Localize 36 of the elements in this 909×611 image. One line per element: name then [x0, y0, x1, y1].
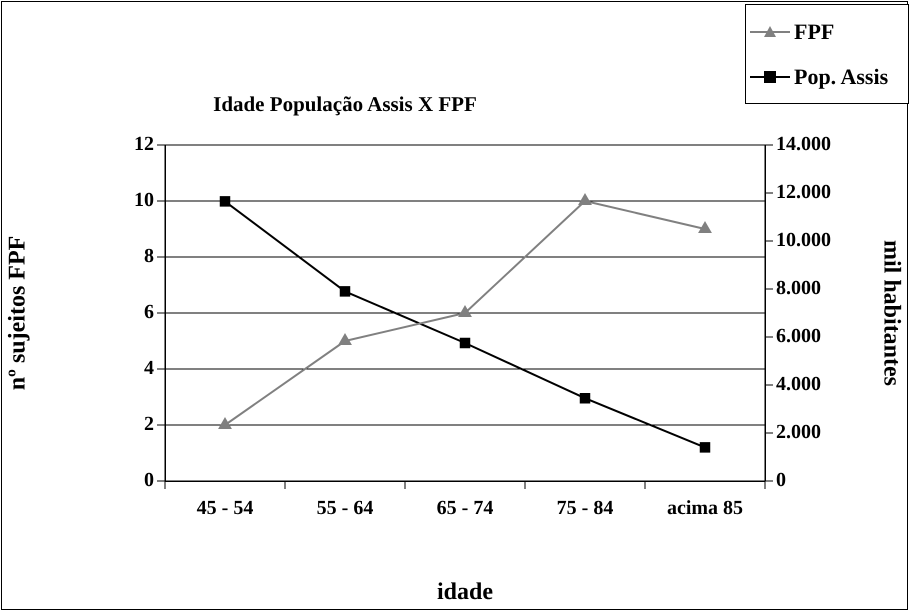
y2-tick-label: 4.000 — [776, 373, 821, 396]
y2-tick-label: 14.000 — [776, 133, 831, 156]
y2-tick-label: 8.000 — [776, 277, 821, 300]
legend-label: FPF — [794, 18, 834, 44]
y2-tick-label: 6.000 — [776, 325, 821, 348]
x-tick-label: 75 - 84 — [556, 497, 614, 520]
y-tick-label: 10 — [134, 189, 154, 212]
y2-tick-label: 0 — [776, 469, 786, 492]
x-axis-title: idade — [436, 578, 494, 605]
point — [338, 334, 352, 345]
y2-axis-title: mil habitantes — [878, 240, 904, 386]
point — [458, 306, 472, 317]
point — [578, 194, 592, 205]
point — [698, 222, 712, 233]
x-tick-label: acima 85 — [666, 497, 744, 520]
y-tick-label: 4 — [144, 357, 154, 380]
point — [700, 442, 710, 453]
point — [580, 392, 590, 404]
y2-tick-label: 2.000 — [776, 421, 821, 444]
y2-tick-label: 12.000 — [776, 181, 831, 204]
x-tick-label: 45 - 54 — [196, 497, 254, 520]
point — [218, 418, 232, 429]
y-tick-label: 0 — [144, 469, 154, 492]
x-tick-label: 65 - 74 — [436, 497, 494, 520]
y-tick-label: 8 — [144, 245, 154, 268]
x-tick-label: 55 - 64 — [316, 497, 374, 520]
point — [220, 196, 230, 207]
point — [340, 286, 350, 297]
point — [460, 338, 470, 348]
y-tick-label: 6 — [144, 301, 154, 324]
y-tick-label: 2 — [144, 413, 154, 436]
chart-title: Idade População Assis X FPF — [212, 92, 478, 117]
y-axis-title: nº sujeitos FPF — [4, 236, 31, 390]
y-tick-label: 12 — [134, 133, 154, 156]
y2-tick-label: 10.000 — [776, 229, 831, 252]
legend-label: Pop. Assis — [794, 64, 888, 90]
